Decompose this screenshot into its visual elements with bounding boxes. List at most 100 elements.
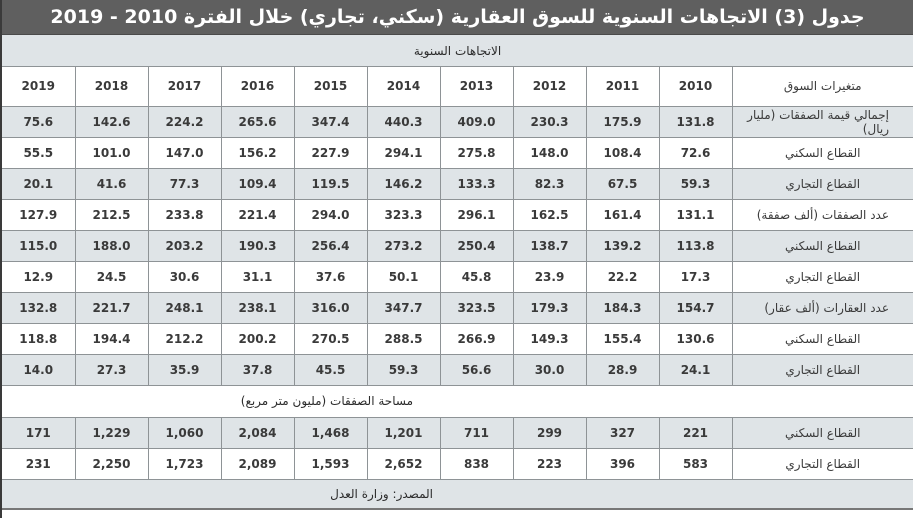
value-cell: 156.2 xyxy=(221,137,295,169)
value-cell: 288.5 xyxy=(367,323,441,355)
row-label: القطاع التجاري xyxy=(732,354,913,386)
table-subtitle: الاتجاهات السنوية xyxy=(2,35,913,67)
table-row: 132.8 221.7 248.1 238.1 316.0 347.7 323.5 179.3… xyxy=(2,292,913,324)
value-cell: 27.3 xyxy=(75,354,149,386)
table-row: 20.1 41.6 77.3 109.4 119.5 146.2 133.3 82.3 67.5… xyxy=(2,168,913,200)
value-cell: 139.2 xyxy=(586,230,660,262)
value-cell: 347.4 xyxy=(294,106,368,138)
row-label: عدد الصفقات (ألف صفقة) xyxy=(732,199,913,231)
variables-header: متغيرات السوق xyxy=(732,67,913,107)
value-cell: 212.2 xyxy=(148,323,222,355)
value-cell: 266.9 xyxy=(440,323,514,355)
table-row: 115.0 188.0 203.2 190.3 256.4 273.2 250.4 138.7… xyxy=(2,230,913,262)
row-label: القطاع السكني xyxy=(732,323,913,355)
value-cell: 2,089 xyxy=(221,448,295,480)
value-cell: 2,084 xyxy=(221,417,295,449)
value-cell: 711 xyxy=(440,417,514,449)
value-cell: 184.3 xyxy=(586,292,660,324)
value-cell: 188.0 xyxy=(75,230,149,262)
value-cell: 179.3 xyxy=(513,292,587,324)
table-row: 55.5 101.0 147.0 156.2 227.9 294.1 275.8 148.0 1… xyxy=(2,137,913,169)
value-cell: 155.4 xyxy=(586,323,660,355)
area-section-header: مساحة الصفقات (مليون متر مربع) xyxy=(2,385,913,418)
value-cell: 323.3 xyxy=(367,199,441,231)
value-cell: 72.6 xyxy=(659,137,733,169)
value-cell: 138.7 xyxy=(513,230,587,262)
value-cell: 109.4 xyxy=(221,168,295,200)
value-cell: 270.5 xyxy=(294,323,368,355)
value-cell: 56.6 xyxy=(440,354,514,386)
table-row: 127.9 212.5 233.8 221.4 294.0 323.3 296.1 162.5… xyxy=(2,199,913,231)
value-cell: 115.0 xyxy=(2,230,76,262)
value-cell: 440.3 xyxy=(367,106,441,138)
value-cell: 41.6 xyxy=(75,168,149,200)
year-header: 2011 xyxy=(586,67,660,107)
value-cell: 221 xyxy=(659,417,733,449)
year-header: 2012 xyxy=(513,67,587,107)
value-cell: 231 xyxy=(2,448,76,480)
value-cell: 296.1 xyxy=(440,199,514,231)
value-cell: 12.9 xyxy=(2,261,76,293)
row-label: القطاع التجاري xyxy=(732,261,913,293)
value-cell: 294.1 xyxy=(367,137,441,169)
row-label: إجمالي قيمة الصفقات (مليار ريال) xyxy=(732,106,913,138)
year-header: 2013 xyxy=(440,67,514,107)
value-cell: 22.2 xyxy=(586,261,660,293)
value-cell: 203.2 xyxy=(148,230,222,262)
value-cell: 200.2 xyxy=(221,323,295,355)
area-table: 171 1,229 1,060 2,084 1,468 1,201 711 299 327 221… xyxy=(2,417,913,480)
value-cell: 275.8 xyxy=(440,137,514,169)
value-cell: 230.3 xyxy=(513,106,587,138)
row-label: القطاع السكني xyxy=(732,230,913,262)
value-cell: 59.3 xyxy=(367,354,441,386)
value-cell: 161.4 xyxy=(586,199,660,231)
value-cell: 101.0 xyxy=(75,137,149,169)
value-cell: 1,201 xyxy=(367,417,441,449)
market-trends-table: 2019 2018 2017 2016 2015 2014 2013 2012 … xyxy=(2,67,913,386)
year-header: 2010 xyxy=(659,67,733,107)
value-cell: 316.0 xyxy=(294,292,368,324)
value-cell: 59.3 xyxy=(659,168,733,200)
value-cell: 30.6 xyxy=(148,261,222,293)
year-header: 2017 xyxy=(148,67,222,107)
value-cell: 299 xyxy=(513,417,587,449)
value-cell: 347.7 xyxy=(367,292,441,324)
value-cell: 50.1 xyxy=(367,261,441,293)
value-cell: 75.6 xyxy=(2,106,76,138)
table-row: 171 1,229 1,060 2,084 1,468 1,201 711 299 327 221… xyxy=(2,417,913,449)
value-cell: 221.7 xyxy=(75,292,149,324)
table-row: 12.9 24.5 30.6 31.1 37.6 50.1 45.8 23.9 22.2 17.3… xyxy=(2,261,913,293)
value-cell: 327 xyxy=(586,417,660,449)
year-header: 2019 xyxy=(2,67,76,107)
value-cell: 118.8 xyxy=(2,323,76,355)
value-cell: 396 xyxy=(586,448,660,480)
value-cell: 154.7 xyxy=(659,292,733,324)
value-cell: 23.9 xyxy=(513,261,587,293)
year-header: 2016 xyxy=(221,67,295,107)
year-header: 2015 xyxy=(294,67,368,107)
value-cell: 113.8 xyxy=(659,230,733,262)
value-cell: 14.0 xyxy=(2,354,76,386)
value-cell: 37.8 xyxy=(221,354,295,386)
value-cell: 409.0 xyxy=(440,106,514,138)
value-cell: 171 xyxy=(2,417,76,449)
value-cell: 175.9 xyxy=(586,106,660,138)
value-cell: 238.1 xyxy=(221,292,295,324)
value-cell: 227.9 xyxy=(294,137,368,169)
year-header: 2018 xyxy=(75,67,149,107)
row-label: القطاع التجاري xyxy=(732,448,913,480)
value-cell: 224.2 xyxy=(148,106,222,138)
row-label: عدد العقارات (ألف عقار) xyxy=(732,292,913,324)
value-cell: 131.1 xyxy=(659,199,733,231)
value-cell: 194.4 xyxy=(75,323,149,355)
value-cell: 119.5 xyxy=(294,168,368,200)
table-row: 14.0 27.3 35.9 37.8 45.5 59.3 56.6 30.0 28.9 24.1… xyxy=(2,354,913,386)
value-cell: 294.0 xyxy=(294,199,368,231)
table-row: 231 2,250 1,723 2,089 1,593 2,652 838 223 396 583… xyxy=(2,448,913,480)
value-cell: 131.8 xyxy=(659,106,733,138)
value-cell: 190.3 xyxy=(221,230,295,262)
value-cell: 148.0 xyxy=(513,137,587,169)
row-label: القطاع التجاري xyxy=(732,168,913,200)
value-cell: 24.1 xyxy=(659,354,733,386)
value-cell: 55.5 xyxy=(2,137,76,169)
